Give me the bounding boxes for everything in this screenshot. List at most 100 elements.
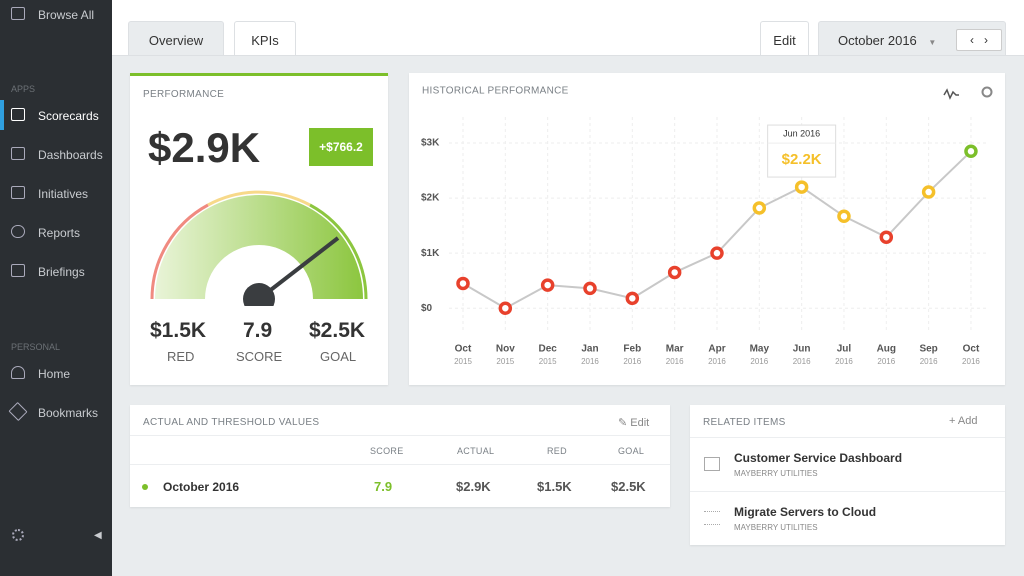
column-header: RED [547,446,567,456]
edit-link[interactable]: ✎ Edit [618,417,650,429]
x-tick-year: 2016 [962,357,980,366]
tab[interactable]: Overview [128,21,224,55]
icon [11,186,25,199]
item-org: MAYBERRY UTILITIES [734,523,818,532]
x-tick-year: 2016 [708,357,726,366]
point [921,185,936,199]
item-org: MAYBERRY UTILITIES [734,469,818,478]
point [456,276,470,291]
stat-label: GOAL [320,349,357,364]
tooltip: Jun 2016 $2.2K [767,124,837,178]
collapse-icon[interactable]: ◀ [94,530,102,541]
x-tick-label: Jul [837,344,852,355]
edit-label: Edit [630,417,650,429]
stat-value: $2.5K [309,319,366,342]
chart-title: HISTORICAL PERFORMANCE [422,86,569,97]
column-header: GOAL [618,446,645,456]
gauge-hub [243,283,275,306]
gauge-needle [257,236,340,301]
stat-value: 7.9 [243,319,273,342]
x-tick-year: 2016 [920,357,938,366]
nav-item[interactable]: Initiatives [38,187,89,201]
nav-item[interactable]: Briefings [38,265,85,279]
x-tick-year: 2015 [539,357,557,366]
column-header: ACTUAL [457,446,495,456]
y-tick-label: $2K [421,193,440,204]
table-card: ACTUAL AND THRESHOLD VALUES ✎ Edit SCORE… [130,405,670,507]
nav-item[interactable]: Browse All [38,8,95,22]
status-dot [142,484,148,490]
settings-icon[interactable] [981,86,993,98]
point [837,209,851,224]
stat-value: $1.5K [150,319,207,342]
icon [11,147,25,160]
gauge-arc [155,195,363,299]
column-header: SCORE [370,446,404,456]
tab[interactable]: KPIs [234,21,296,55]
x-tick-year: 2016 [793,357,811,366]
x-tick-year: 2016 [581,357,599,366]
change-badge: +$766.2 [309,128,373,166]
performance-card: PERFORMANCE $2.9K +$766.2 $1.5K RED 7.9 … [130,73,388,385]
x-tick-label: Feb [623,344,641,355]
card-heading: RELATED ITEMS [703,417,786,428]
icon [11,366,25,379]
dashboard-icon [704,457,720,471]
x-tick-year: 2016 [835,357,853,366]
cell: $1.5K [537,479,572,494]
icon [11,225,25,238]
chart: HISTORICAL PERFORMANCE $0 $1K $2K $3K Oct 201… [421,86,993,366]
y-tick-label: $0 [421,303,433,314]
add-link[interactable]: + Add [949,415,978,427]
nav-item[interactable]: Scorecards [38,109,99,123]
cell: $2.5K [611,479,646,494]
point [710,246,724,260]
divider [690,491,1005,492]
chart-type-icon[interactable] [943,88,959,100]
item-name[interactable]: Migrate Servers to Cloud [734,505,877,519]
x-tick-label: Jun [793,344,811,355]
section-heading: APPS [11,84,36,94]
x-tick-label: Apr [708,344,725,355]
x-tick-year: 2015 [454,357,472,366]
gauge-red-band [150,203,209,300]
card-heading: ACTUAL AND THRESHOLD VALUES [143,417,320,428]
point [752,201,767,215]
x-tick-year: 2016 [750,357,768,366]
settings-icon[interactable] [12,529,24,541]
nav-item[interactable]: Dashboards [38,148,103,162]
stat-label: RED [167,349,195,364]
nav-item[interactable]: Bookmarks [38,406,99,420]
x-tick-label: May [750,344,770,355]
x-tick-year: 2016 [623,357,641,366]
add-label: Add [957,415,978,427]
tooltip-box [767,124,837,178]
icon [11,7,25,20]
sidebar: Browse All APPS Scorecards Dashboards In… [0,0,112,576]
cell: $2.9K [456,479,491,494]
x-tick-label: Oct [455,344,472,355]
tooltip-label: Jun 2016 [783,128,820,138]
related-card: RELATED ITEMS + Add Customer Service Das… [690,405,1005,545]
divider [130,464,670,465]
point [498,301,513,315]
line [462,150,972,310]
x-tick-year: 2016 [666,357,684,366]
stat-label: SCORE [236,349,283,364]
tooltip-value: $2.2K [782,151,822,168]
initiative-icon [704,511,720,525]
x-tick-label: Mar [666,344,684,355]
edit-button[interactable]: Edit [760,21,809,55]
item-name[interactable]: Customer Service Dashboard [734,451,903,465]
icon [11,108,25,121]
history-card: HISTORICAL PERFORMANCE $0 $1K $2K $3K Oct 201… [409,73,1005,385]
pager[interactable]: ‹ › [956,29,1002,51]
nav-item[interactable]: Home [38,367,71,381]
cell: 7.9 [374,479,393,494]
x-tick-label: Oct [963,344,980,355]
x-tick-label: Dec [538,344,557,355]
nav-item[interactable]: Reports [38,226,81,240]
x-tick-label: Sep [919,344,937,355]
point [583,281,597,296]
